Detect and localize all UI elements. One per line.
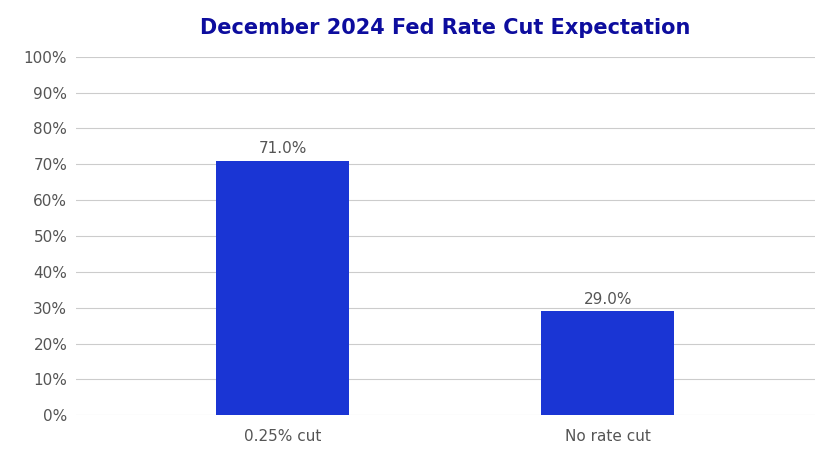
Text: 29.0%: 29.0% — [584, 292, 632, 307]
Bar — [216, 160, 349, 415]
Bar — [541, 312, 675, 415]
Title: December 2024 Fed Rate Cut Expectation: December 2024 Fed Rate Cut Expectation — [200, 18, 690, 38]
Text: 71.0%: 71.0% — [259, 142, 307, 156]
